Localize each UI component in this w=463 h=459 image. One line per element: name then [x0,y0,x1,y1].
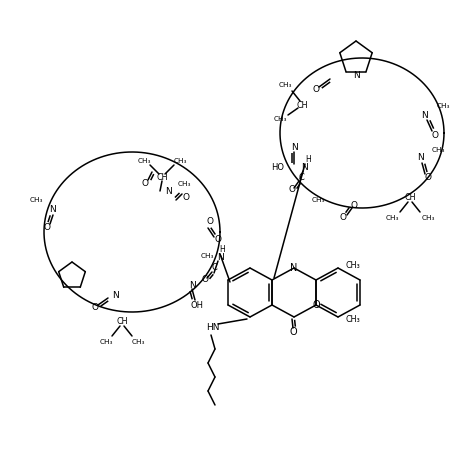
Text: CH₃: CH₃ [173,158,187,164]
Text: N: N [49,206,56,214]
Text: O: O [201,275,208,285]
Text: CH₃: CH₃ [437,103,450,109]
Text: CH: CH [404,194,416,202]
Text: CH₃: CH₃ [131,339,145,345]
Text: N: N [291,144,297,152]
Text: CH₃: CH₃ [200,253,214,259]
Text: N: N [112,291,119,300]
Text: CH₃: CH₃ [137,158,151,164]
Text: N: N [165,187,171,196]
Text: N: N [353,72,359,80]
Text: CH₃: CH₃ [346,261,361,269]
Text: O: O [312,300,320,310]
Text: H: H [305,155,311,163]
Text: CH₃: CH₃ [178,181,192,187]
Text: N: N [301,162,308,172]
Text: O: O [214,235,221,245]
Text: CH₃: CH₃ [99,339,113,345]
Text: HN: HN [206,323,220,331]
Text: O: O [313,85,319,95]
Text: N: N [188,280,195,290]
Text: N: N [217,252,223,262]
Text: O: O [288,185,295,195]
Text: CH₃: CH₃ [278,82,292,88]
Text: O: O [142,179,149,189]
Text: CH₃: CH₃ [421,215,435,221]
Text: CH: CH [296,101,308,110]
Text: CH₃: CH₃ [311,197,325,203]
Text: HO: HO [271,163,284,173]
Text: CH₃: CH₃ [30,197,43,203]
Text: O: O [44,224,50,233]
Text: O: O [182,192,189,202]
Text: C: C [211,263,217,273]
Text: H: H [219,245,225,253]
Text: N: N [290,263,298,273]
Text: CH₃: CH₃ [432,147,445,153]
Text: O: O [289,327,297,337]
Text: O: O [339,213,346,223]
Text: O: O [350,201,357,209]
Text: O: O [92,303,99,313]
Text: OH: OH [190,302,204,310]
Text: CH₃: CH₃ [346,314,361,324]
Text: O: O [206,218,213,226]
Text: CH₃: CH₃ [273,116,287,122]
Text: C: C [298,174,304,183]
Text: N: N [417,153,423,162]
Text: N: N [422,111,428,119]
Text: O: O [425,174,432,183]
Text: CH: CH [156,173,168,181]
Text: CH: CH [116,318,128,326]
Text: O: O [432,130,438,140]
Text: CH₃: CH₃ [385,215,399,221]
